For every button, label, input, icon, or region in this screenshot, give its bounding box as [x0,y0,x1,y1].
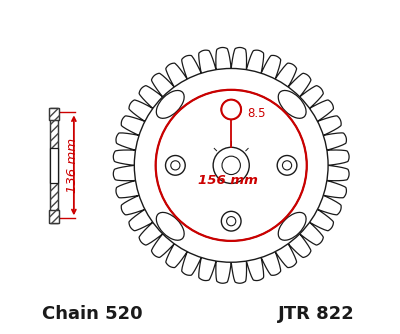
Bar [50,108,58,223]
Text: 156 mm: 156 mm [198,174,258,187]
Bar [50,108,58,223]
Ellipse shape [278,212,306,240]
Bar [50,148,58,183]
Bar [49,108,58,120]
Circle shape [277,156,297,175]
Circle shape [166,156,185,175]
Circle shape [221,211,241,231]
Circle shape [221,100,241,119]
Text: 136 mm: 136 mm [66,138,79,193]
Ellipse shape [156,91,184,118]
Bar [49,210,58,223]
Circle shape [156,90,307,241]
Text: 8.5: 8.5 [247,107,266,120]
Text: JTR 822: JTR 822 [278,305,354,323]
Ellipse shape [156,212,184,240]
Ellipse shape [278,91,306,118]
Bar [49,210,58,223]
Text: Chain 520: Chain 520 [42,305,143,323]
Circle shape [134,68,328,262]
Polygon shape [113,47,349,283]
Circle shape [221,100,241,119]
Circle shape [213,147,249,183]
Bar [49,108,58,120]
